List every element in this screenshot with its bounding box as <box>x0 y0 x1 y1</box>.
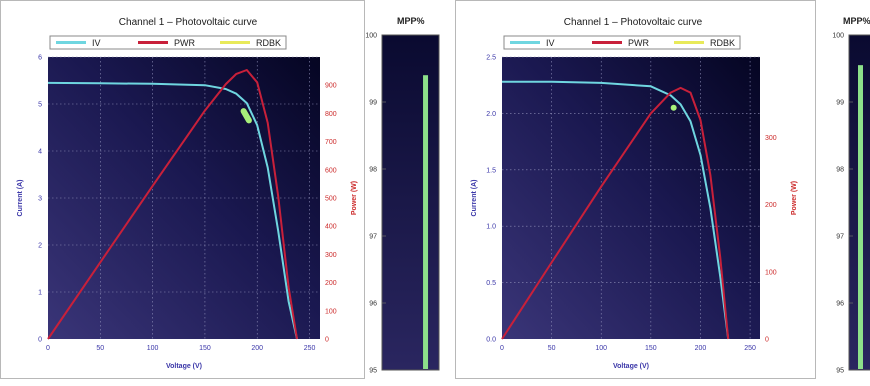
mpp-tick-label: 98 <box>369 167 377 174</box>
y2-tick-label: 600 <box>325 167 337 174</box>
y2-tick-label: 800 <box>325 111 337 118</box>
mpp-tick-label: 96 <box>369 301 377 308</box>
x-tick-label: 200 <box>695 345 707 352</box>
x-tick-label: 250 <box>744 345 756 352</box>
mpp-tick-label: 97 <box>369 234 377 241</box>
legend-rdbk-label: RDBK <box>256 38 281 48</box>
y2-tick-label: 100 <box>765 269 777 276</box>
y2-axis-label: Power (W) <box>351 181 358 215</box>
mpp-tick-label: 95 <box>369 368 377 375</box>
x-tick-label: 50 <box>548 345 556 352</box>
x-tick-label: 50 <box>96 345 104 352</box>
mpp-bar <box>423 75 428 369</box>
y-tick-label: 1.5 <box>486 167 496 174</box>
y-axis-label: Current (A) <box>17 180 24 217</box>
x-tick-label: 250 <box>304 345 316 352</box>
chart-title: Channel 1 – Photovoltaic curve <box>119 17 258 28</box>
panel-2: Channel 1 – Photovoltaic curve IV PWR RDBK 0… <box>456 1 870 379</box>
y-tick-label: 5 <box>38 102 42 109</box>
y2-tick-label: 300 <box>325 252 337 259</box>
mpp-tick-label: 95 <box>836 368 844 375</box>
legend: IV PWR RDBK <box>504 36 740 49</box>
mpp-tick-label: 100 <box>832 33 844 40</box>
legend-pwr-label: PWR <box>628 38 649 48</box>
mpp-tick-label: 99 <box>369 100 377 107</box>
mpp-tick-label: 96 <box>836 301 844 308</box>
y-tick-label: 0.0 <box>486 337 496 344</box>
mpp-tick-label: 98 <box>836 167 844 174</box>
y2-tick-label: 200 <box>325 280 337 287</box>
x-tick-label: 200 <box>251 345 263 352</box>
y-tick-label: 1.0 <box>486 224 496 231</box>
y-tick-label: 2.0 <box>486 111 496 118</box>
y2-tick-label: 300 <box>765 135 777 142</box>
mpp-title: MPP% <box>843 16 870 26</box>
mpp-tick-label: 97 <box>836 234 844 241</box>
y2-tick-label: 100 <box>325 308 337 315</box>
y-tick-label: 2.5 <box>486 55 496 62</box>
legend-pwr-label: PWR <box>174 38 195 48</box>
mpp-bar <box>858 65 863 369</box>
y-tick-label: 6 <box>38 55 42 62</box>
y-axis-label: Current (A) <box>471 180 478 217</box>
mpp-gauge <box>382 35 439 370</box>
legend-rdbk-label: RDBK <box>710 38 735 48</box>
y-tick-label: 4 <box>38 149 42 156</box>
y2-tick-label: 400 <box>325 224 337 231</box>
y-tick-label: 3 <box>38 196 42 203</box>
legend-iv-label: IV <box>92 38 101 48</box>
y2-tick-label: 0 <box>765 337 769 344</box>
x-tick-label: 150 <box>199 345 211 352</box>
y2-tick-label: 500 <box>325 196 337 203</box>
legend: IV PWR RDBK <box>50 36 286 49</box>
y-tick-label: 1 <box>38 290 42 297</box>
mpp-tick-label: 99 <box>836 100 844 107</box>
x-tick-label: 0 <box>46 345 50 352</box>
y2-tick-label: 700 <box>325 139 337 146</box>
x-tick-label: 100 <box>147 345 159 352</box>
y-tick-label: 2 <box>38 243 42 250</box>
y2-axis-label: Power (W) <box>791 181 798 215</box>
mpp-tick-label: 100 <box>365 33 377 40</box>
x-axis-label: Voltage (V) <box>613 363 649 370</box>
panel-1: Channel 1 – Photovoltaic curve IV PWR RDBK 0… <box>1 1 440 379</box>
plot-area <box>502 57 760 339</box>
x-tick-label: 0 <box>500 345 504 352</box>
chart-title: Channel 1 – Photovoltaic curve <box>564 17 703 28</box>
y2-tick-label: 200 <box>765 202 777 209</box>
y-tick-label: 0.5 <box>486 280 496 287</box>
y-tick-label: 0 <box>38 337 42 344</box>
y2-tick-label: 0 <box>325 337 329 344</box>
y2-tick-label: 900 <box>325 83 337 90</box>
x-axis-label: Voltage (V) <box>166 363 202 370</box>
x-tick-label: 100 <box>595 345 607 352</box>
readback-marker <box>671 105 677 111</box>
mpp-title: MPP% <box>397 16 425 26</box>
x-tick-label: 150 <box>645 345 657 352</box>
legend-iv-label: IV <box>546 38 555 48</box>
